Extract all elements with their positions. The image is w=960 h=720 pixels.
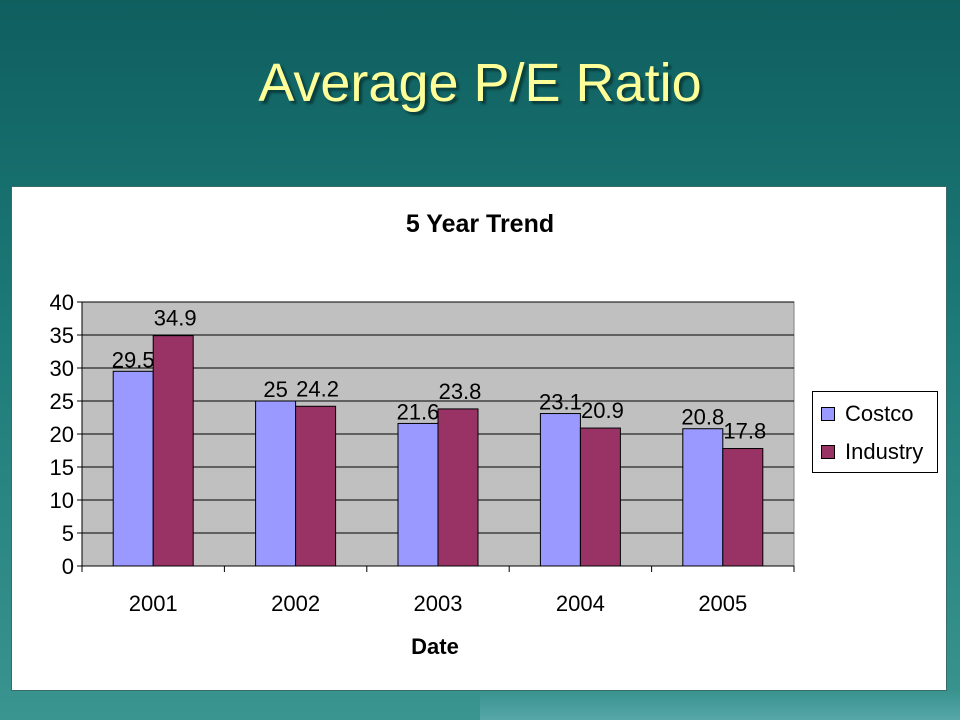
bar-industry-2001: [152, 335, 194, 567]
chart-legend: Costco Industry: [812, 391, 938, 473]
y-tick-label: 35: [50, 323, 74, 348]
bar-costco-2001: [112, 370, 154, 567]
y-tick-label: 5: [62, 521, 74, 546]
bar-costco-2003: [397, 422, 439, 567]
y-tick-label: 15: [50, 455, 74, 480]
bar-industry-2004: [579, 427, 621, 567]
y-tick-label: 25: [50, 389, 74, 414]
data-label-costco-2002: 25: [263, 377, 287, 402]
chart-panel: 0 5 10 15 20 25 30 35 40 2001 29.5 34.9 2002 25 24.2 20…: [11, 186, 947, 691]
chart-title: 5 Year Trend: [406, 210, 554, 238]
y-tick-label: 40: [50, 290, 74, 315]
x-tick-label: 2005: [698, 591, 747, 616]
x-tick-label: 2002: [271, 591, 320, 616]
x-tick-label: 2004: [556, 591, 605, 616]
data-label-industry-2005: 17.8: [723, 419, 766, 444]
bar-industry-2005: [722, 448, 764, 567]
legend-label-costco: Costco: [845, 401, 914, 426]
legend-item-costco: Costco: [821, 399, 913, 429]
y-tick-label: 10: [50, 488, 74, 513]
x-tick-label: 2001: [129, 591, 178, 616]
slide-title: Average P/E Ratio: [258, 53, 702, 113]
legend-swatch-industry: [821, 445, 835, 459]
legend-item-industry: Industry: [821, 437, 923, 467]
data-label-costco-2004: 23.1: [539, 390, 582, 415]
bar-chart: 0 5 10 15 20 25 30 35 40 2001 29.5 34.9 2002 25 24.2 20…: [50, 210, 795, 659]
bar-industry-2003: [437, 408, 479, 567]
bar-costco-2004: [539, 413, 581, 567]
bar-industry-2002: [295, 405, 337, 567]
data-label-industry-2002: 24.2: [296, 376, 339, 401]
legend-label-industry: Industry: [845, 439, 924, 464]
data-label-costco-2001: 29.5: [112, 347, 155, 372]
y-tick-label: 20: [50, 422, 74, 447]
data-label-industry-2003: 23.8: [439, 379, 482, 404]
bar-costco-2005: [682, 428, 724, 567]
data-label-industry-2001: 34.9: [154, 306, 197, 331]
legend-swatch-costco: [821, 407, 835, 421]
x-axis-label: Date: [411, 634, 459, 659]
x-tick-label: 2003: [414, 591, 463, 616]
data-label-costco-2005: 20.8: [681, 405, 724, 430]
bar-costco-2002: [255, 400, 297, 567]
y-tick-label: 30: [50, 356, 74, 381]
corner-decoration: [480, 690, 960, 720]
y-tick-label: 0: [62, 554, 74, 579]
data-label-industry-2004: 20.9: [581, 398, 624, 423]
data-label-costco-2003: 21.6: [397, 399, 440, 424]
